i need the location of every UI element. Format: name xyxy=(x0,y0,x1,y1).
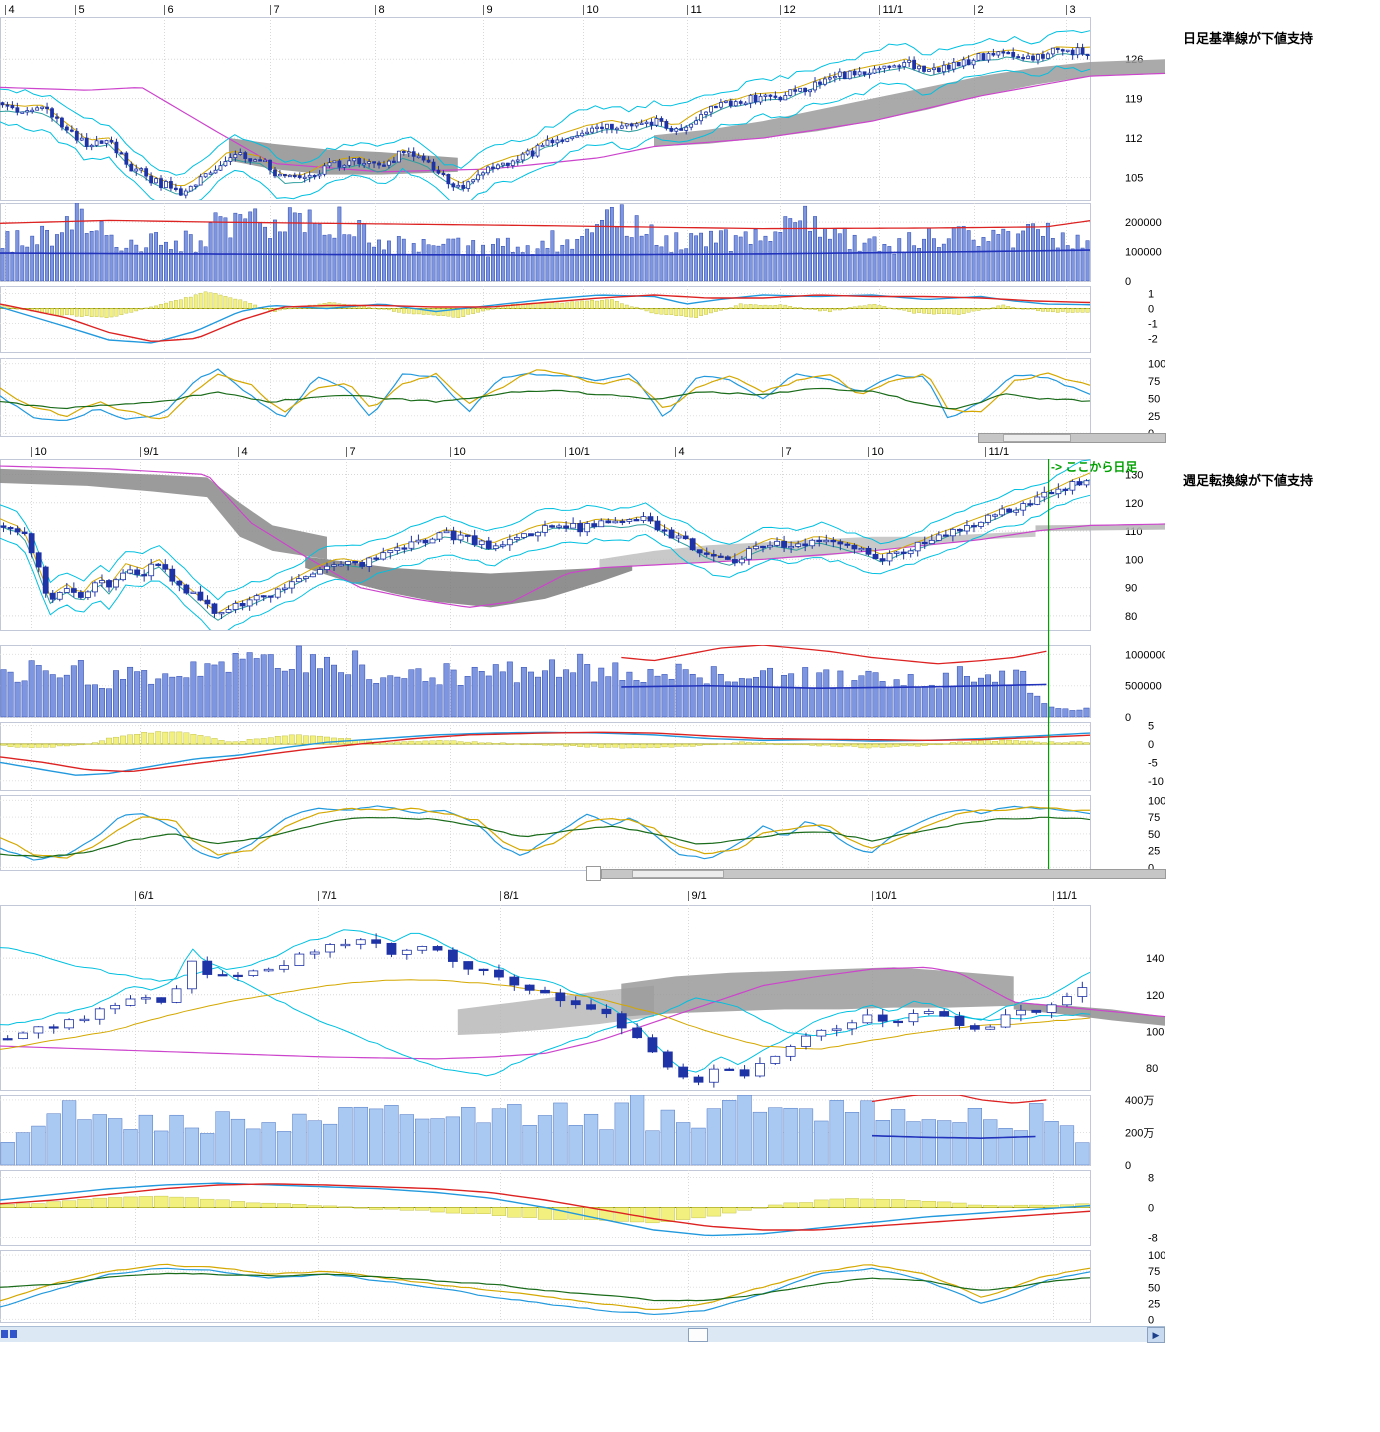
svg-text:1000000: 1000000 xyxy=(1125,649,1165,661)
svg-text:7: 7 xyxy=(350,446,356,458)
svg-text:0: 0 xyxy=(1148,1203,1154,1215)
svg-text:130: 130 xyxy=(1125,470,1143,482)
horizontal-scrollbar[interactable]: ▶ xyxy=(0,1326,1165,1343)
svg-text:100000: 100000 xyxy=(1125,247,1162,259)
weekly-chart-canvas: 10 9/1 4 7 10 10/1 4 7 10 11/11301201101009080100… xyxy=(0,446,1165,874)
svg-text:-8: -8 xyxy=(1148,1233,1158,1245)
svg-text:11/1: 11/1 xyxy=(883,4,904,16)
svg-text:11/1: 11/1 xyxy=(989,446,1010,458)
daily-annotation: 日足基準線が下値支持 xyxy=(1183,31,1314,46)
weekly-mini-scrollbar[interactable] xyxy=(601,869,1166,879)
svg-text:11: 11 xyxy=(691,4,702,16)
svg-text:100: 100 xyxy=(1148,795,1165,807)
svg-text:0: 0 xyxy=(1148,304,1154,316)
weekly-annotation: 週足転換線が下値支持 xyxy=(1183,473,1314,488)
monthly-chart-canvas: 6/1 7/1 8/1 9/1 10/1 11/114012010080400万200万0… xyxy=(0,890,1165,1326)
svg-text:50: 50 xyxy=(1148,393,1160,405)
svg-text:4: 4 xyxy=(9,4,15,16)
svg-text:-5: -5 xyxy=(1148,757,1158,769)
daily-chart-canvas: 4 5 6 7 8 9 10 11 12 11/1 2 31261191121052000001000… xyxy=(0,4,1165,440)
svg-text:119: 119 xyxy=(1125,94,1143,106)
scroll-left-icon[interactable] xyxy=(1,1330,8,1338)
svg-text:12: 12 xyxy=(784,4,796,16)
scrollbar-thumb[interactable] xyxy=(688,1328,708,1342)
svg-text:0: 0 xyxy=(1125,712,1131,724)
svg-text:6: 6 xyxy=(168,4,174,16)
svg-text:4: 4 xyxy=(679,446,685,458)
svg-text:9: 9 xyxy=(487,4,493,16)
svg-text:5: 5 xyxy=(1148,721,1154,733)
svg-text:0: 0 xyxy=(1148,739,1154,751)
svg-text:100: 100 xyxy=(1146,1026,1164,1038)
svg-text:0: 0 xyxy=(1148,1314,1154,1326)
scroll-left-icon[interactable] xyxy=(10,1330,17,1338)
svg-text:50: 50 xyxy=(1148,829,1160,841)
svg-text:7/1: 7/1 xyxy=(322,890,337,902)
svg-text:80: 80 xyxy=(1146,1063,1158,1075)
svg-text:8: 8 xyxy=(379,4,385,16)
weekly-scrollbar-box[interactable] xyxy=(586,866,601,881)
svg-text:75: 75 xyxy=(1148,376,1160,388)
svg-text:10: 10 xyxy=(35,446,47,458)
svg-text:0: 0 xyxy=(1125,1160,1131,1172)
scroll-right-button[interactable]: ▶ xyxy=(1147,1327,1165,1343)
svg-text:10: 10 xyxy=(454,446,466,458)
svg-text:500000: 500000 xyxy=(1125,681,1162,693)
svg-text:50: 50 xyxy=(1148,1282,1160,1294)
svg-text:200000: 200000 xyxy=(1125,217,1162,229)
svg-text:11/1: 11/1 xyxy=(1057,890,1078,902)
svg-text:25: 25 xyxy=(1148,411,1160,423)
svg-text:10/1: 10/1 xyxy=(876,890,897,902)
svg-text:100: 100 xyxy=(1148,359,1165,371)
svg-text:10/1: 10/1 xyxy=(569,446,590,458)
svg-text:9/1: 9/1 xyxy=(144,446,159,458)
svg-text:90: 90 xyxy=(1125,583,1137,595)
weekly-mini-scrollbar-thumb[interactable] xyxy=(632,870,724,878)
svg-text:-1: -1 xyxy=(1148,319,1158,331)
svg-text:9/1: 9/1 xyxy=(692,890,707,902)
weekly-inline-annotation: -> ここから日足 xyxy=(1051,460,1138,474)
daily-mini-scrollbar[interactable] xyxy=(978,433,1166,443)
svg-text:400万: 400万 xyxy=(1125,1095,1154,1107)
svg-text:6/1: 6/1 xyxy=(139,890,154,902)
svg-text:0: 0 xyxy=(1148,862,1154,874)
scroll-right-icon: ▶ xyxy=(1152,1330,1160,1340)
svg-text:140: 140 xyxy=(1146,953,1164,965)
svg-text:100: 100 xyxy=(1148,1250,1165,1262)
svg-text:112: 112 xyxy=(1125,133,1143,145)
svg-text:120: 120 xyxy=(1125,498,1143,510)
svg-text:75: 75 xyxy=(1148,1266,1160,1278)
svg-text:10: 10 xyxy=(872,446,884,458)
svg-text:80: 80 xyxy=(1125,611,1137,623)
svg-text:-10: -10 xyxy=(1148,776,1164,788)
svg-text:7: 7 xyxy=(786,446,792,458)
svg-text:4: 4 xyxy=(242,446,248,458)
svg-text:7: 7 xyxy=(274,4,280,16)
svg-text:8: 8 xyxy=(1148,1173,1154,1185)
svg-text:-2: -2 xyxy=(1148,334,1158,346)
svg-text:2: 2 xyxy=(978,4,984,16)
svg-text:3: 3 xyxy=(1070,4,1076,16)
svg-text:75: 75 xyxy=(1148,812,1160,824)
svg-text:120: 120 xyxy=(1146,990,1164,1002)
svg-text:10: 10 xyxy=(587,4,599,16)
svg-text:8/1: 8/1 xyxy=(504,890,519,902)
svg-text:105: 105 xyxy=(1125,172,1143,184)
svg-text:25: 25 xyxy=(1148,846,1160,858)
svg-text:100: 100 xyxy=(1125,554,1143,566)
daily-mini-scrollbar-thumb[interactable] xyxy=(1003,434,1071,442)
svg-text:25: 25 xyxy=(1148,1298,1160,1310)
svg-text:0: 0 xyxy=(1125,276,1131,288)
svg-text:5: 5 xyxy=(79,4,85,16)
svg-text:1: 1 xyxy=(1148,289,1154,301)
svg-text:200万: 200万 xyxy=(1125,1127,1154,1139)
